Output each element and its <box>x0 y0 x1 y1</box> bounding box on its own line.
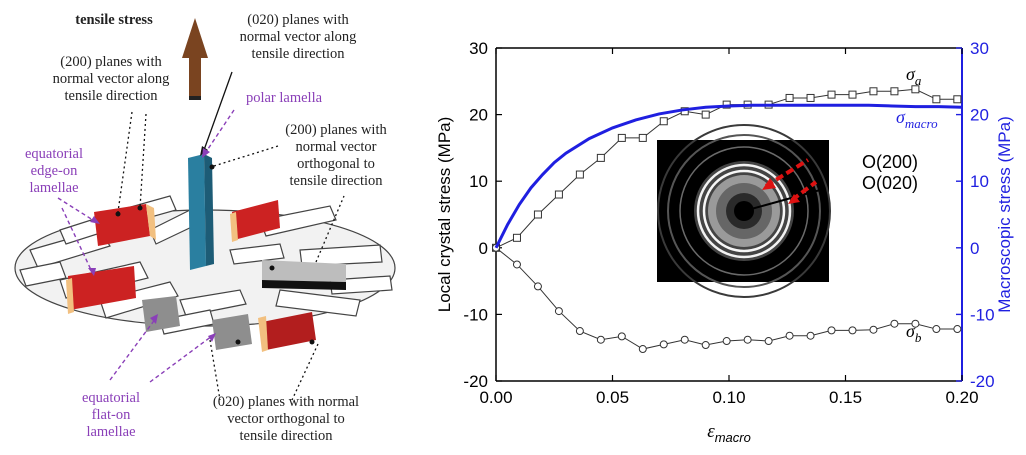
lamellae-schematic: tensile stress (020) planes with normal … <box>0 0 420 450</box>
series-b-point <box>596 335 605 344</box>
y-tick-label-right: -20 <box>970 372 995 391</box>
waxd-inset <box>657 124 831 298</box>
series-a-point <box>617 133 626 142</box>
x-tick-label: 0.10 <box>712 388 745 407</box>
tensile-arrow <box>182 18 208 96</box>
equatorial-flat-on-label: equatorial flat-on lamellae <box>82 390 140 440</box>
series-line-macro <box>494 103 963 249</box>
tensile-stress-label: tensile stress <box>75 12 153 28</box>
purple-arrows <box>57 109 235 383</box>
series-b-point <box>827 326 836 335</box>
x-axis-label: εmacro <box>707 421 751 445</box>
series-a-point <box>911 85 920 94</box>
leader-lines <box>117 111 345 401</box>
x-tick-label: 0.20 <box>945 388 978 407</box>
series-a-point <box>806 93 815 102</box>
series-b-point <box>869 325 878 334</box>
series-a-point <box>512 233 521 242</box>
series-b-point <box>743 335 752 344</box>
series-b-point <box>848 326 857 335</box>
label-020-parallel: (020) planes with normal vector along te… <box>239 12 357 62</box>
series-a-point <box>533 210 542 219</box>
inset-label-200-text: O(200) <box>858 151 923 173</box>
equatorial-edge-on-label: equatorial edge-on lamellae <box>25 146 83 196</box>
series-b-point <box>638 345 647 354</box>
series-a-point <box>638 133 647 142</box>
series-a-point <box>596 153 605 162</box>
label-200-parallel: (200) planes with normal vector along te… <box>52 54 170 104</box>
y-tick-label-right: 20 <box>970 106 989 125</box>
chart-svg: 0.00 0.05 0.10 0.15 0.20-20 -20-10 -100 010 1020… <box>435 39 1014 445</box>
series-b-point <box>554 307 563 316</box>
series-b-point <box>701 341 710 350</box>
y-tick-label-right: 30 <box>970 39 989 58</box>
y-tick-label-right: -10 <box>970 305 995 324</box>
y-axis-label-left: Local crystal stress (MPa) <box>435 117 454 313</box>
label-020-orthogonal: (020) planes with normal vector orthogon… <box>212 394 360 444</box>
series-b-point <box>533 282 542 291</box>
series-label-a: σa <box>906 64 922 88</box>
series-b-point <box>659 340 668 349</box>
series-a-point <box>890 87 899 96</box>
series-b-point <box>932 325 941 334</box>
series-a-point <box>785 93 794 102</box>
leader-dots <box>115 164 315 345</box>
polar-lamella-label: polar lamella <box>245 90 323 106</box>
flat-on-lamellae <box>142 260 346 350</box>
series-a-point <box>953 95 962 104</box>
polar-lamella-shape <box>188 154 214 270</box>
y-tick-label-left: 10 <box>469 172 488 191</box>
series-b-point <box>911 319 920 328</box>
y-tick-label-left: 20 <box>469 106 488 125</box>
y-tick-label-left: -10 <box>463 305 488 324</box>
series-a-point <box>575 170 584 179</box>
x-tick-label: 0.00 <box>479 388 512 407</box>
edge-on-lamellae <box>66 200 316 352</box>
series-a-point <box>659 117 668 126</box>
schematic-drawing <box>14 18 396 401</box>
x-tick-label: 0.15 <box>829 388 862 407</box>
series-b-point <box>890 319 899 328</box>
y-tick-label-right: 10 <box>970 172 989 191</box>
y-axis-label-right: Macroscopic stress (MPa) <box>995 116 1014 312</box>
series-label-macro: σmacro <box>896 107 938 131</box>
series-b-point <box>512 260 521 269</box>
series-a-point <box>554 190 563 199</box>
inset-label-020-text: O(020) <box>858 172 923 194</box>
series-a-point <box>848 90 857 99</box>
series-a-point <box>827 90 836 99</box>
series-a-point <box>701 110 710 119</box>
series-a-point <box>869 87 878 96</box>
series-b-point <box>575 327 584 336</box>
series-a-point <box>932 95 941 104</box>
x-tick-label: 0.05 <box>596 388 629 407</box>
series-b-point <box>617 332 626 341</box>
y-tick-label-left: -20 <box>463 372 488 391</box>
y-tick-label-right: 0 <box>970 239 979 258</box>
series-b-point <box>764 337 773 346</box>
y-tick-label-left: 0 <box>479 239 488 258</box>
series-b-point <box>680 335 689 344</box>
series-b-point <box>785 331 794 340</box>
y-tick-label-left: 30 <box>469 39 488 58</box>
series-b-point <box>953 325 962 334</box>
series-b-point <box>806 331 815 340</box>
stress-strain-chart: 0.00 0.05 0.10 0.15 0.20 -20 -20 -10 -10 0 0 10 10 20… <box>420 0 1026 450</box>
series-b-point <box>722 337 731 346</box>
label-200-orthogonal: (200) planes with normal vector orthogon… <box>285 122 387 189</box>
